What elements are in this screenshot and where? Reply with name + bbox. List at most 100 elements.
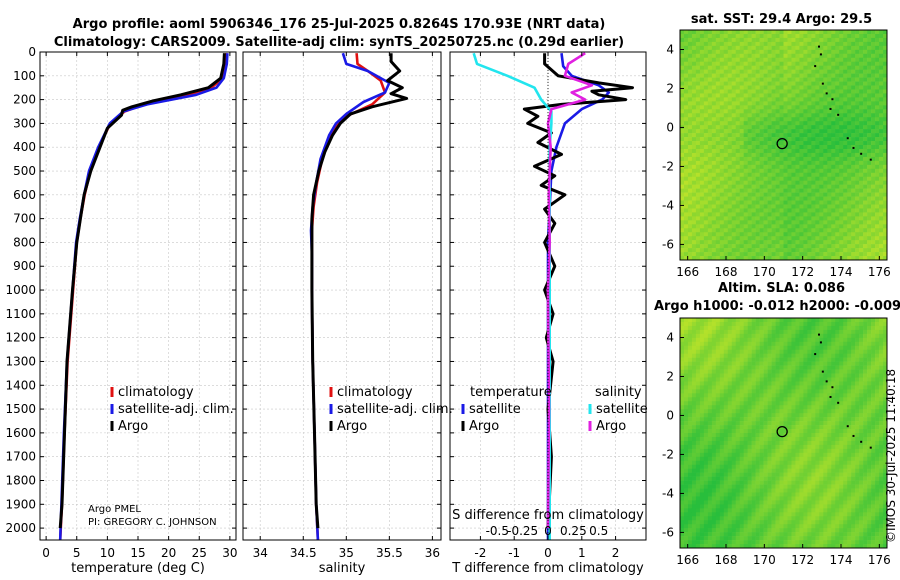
map-cell bbox=[835, 413, 840, 418]
map-cell bbox=[763, 333, 768, 339]
map-cell bbox=[759, 41, 764, 47]
map-cell bbox=[767, 248, 772, 253]
map-cell bbox=[847, 349, 852, 354]
map-cell bbox=[699, 204, 705, 209]
map-cell bbox=[680, 212, 685, 217]
map-cell bbox=[811, 232, 816, 237]
map-cell bbox=[747, 164, 752, 170]
map-cell bbox=[695, 333, 701, 339]
map-cell bbox=[875, 397, 880, 402]
map-cell bbox=[855, 401, 860, 406]
map-cell bbox=[823, 212, 828, 217]
map-cell bbox=[871, 45, 876, 51]
map-cell bbox=[779, 232, 784, 237]
map-cell bbox=[707, 30, 713, 35]
map-cell bbox=[739, 232, 744, 237]
map-cell bbox=[807, 208, 812, 213]
map-cell bbox=[883, 248, 888, 253]
map-cell bbox=[883, 337, 888, 343]
map-cell bbox=[731, 385, 737, 390]
map-cell bbox=[743, 389, 748, 394]
map-cell bbox=[795, 318, 800, 323]
map-cell bbox=[863, 196, 868, 201]
map-cell bbox=[867, 45, 872, 51]
map-cell bbox=[811, 248, 816, 253]
map-cell bbox=[871, 89, 876, 94]
map-cell bbox=[680, 184, 685, 189]
map-cell bbox=[851, 129, 856, 134]
map-cell bbox=[763, 365, 768, 370]
map-cell bbox=[867, 381, 872, 386]
map-cell bbox=[747, 133, 752, 138]
map-cell bbox=[711, 236, 717, 241]
map-cell bbox=[871, 216, 876, 221]
map-cell bbox=[843, 252, 848, 257]
map-cell bbox=[759, 425, 764, 430]
map-cell bbox=[699, 148, 705, 154]
map-cell bbox=[779, 57, 784, 63]
map-cell bbox=[851, 361, 856, 366]
map-cell bbox=[735, 425, 741, 430]
map-cell bbox=[847, 49, 852, 55]
map-cell bbox=[787, 341, 792, 347]
map-cell bbox=[711, 168, 717, 174]
map-cell bbox=[775, 425, 780, 430]
map-cell bbox=[879, 57, 884, 63]
map-cell bbox=[791, 369, 796, 374]
map-cell bbox=[707, 176, 713, 181]
map-cell bbox=[783, 152, 788, 158]
map-cell bbox=[859, 318, 864, 323]
map-cell bbox=[875, 409, 880, 414]
map-cell bbox=[747, 325, 752, 331]
map-cell bbox=[799, 121, 804, 126]
map-cell bbox=[687, 65, 693, 70]
map-cell bbox=[727, 57, 733, 63]
map-cell bbox=[787, 77, 792, 82]
map-cell bbox=[807, 212, 812, 217]
map-cell bbox=[707, 129, 713, 134]
map-cell bbox=[839, 172, 844, 178]
map-cell bbox=[783, 409, 788, 414]
map-cell bbox=[699, 85, 705, 90]
map-cell bbox=[795, 436, 800, 442]
map-cell bbox=[723, 148, 729, 154]
map-cell bbox=[831, 41, 836, 47]
island-mark bbox=[869, 158, 872, 161]
map-cell bbox=[883, 105, 888, 110]
map-cell bbox=[683, 409, 689, 414]
map-cell bbox=[775, 417, 780, 422]
map-cell bbox=[871, 137, 876, 142]
map-cell bbox=[767, 196, 772, 201]
map-cell bbox=[771, 397, 776, 402]
map-cell bbox=[691, 85, 697, 90]
map-cell bbox=[707, 216, 713, 221]
map-cell bbox=[851, 252, 856, 257]
map-cell bbox=[795, 61, 800, 66]
map-cell bbox=[739, 425, 744, 430]
map-cell bbox=[695, 337, 701, 343]
map-cell bbox=[839, 361, 844, 366]
map-cell bbox=[835, 389, 840, 394]
axes-frame bbox=[242, 51, 442, 541]
map-cell bbox=[747, 429, 752, 434]
map-cell bbox=[835, 377, 840, 382]
map-cell bbox=[795, 125, 800, 130]
map-cell bbox=[691, 30, 697, 35]
map-cell bbox=[727, 117, 733, 122]
map-cell bbox=[683, 133, 689, 138]
map-cell bbox=[751, 421, 756, 426]
map-cell bbox=[827, 397, 832, 402]
map-cell bbox=[723, 81, 729, 86]
map-cell bbox=[803, 425, 808, 430]
map-cell bbox=[815, 93, 820, 98]
map-cell bbox=[680, 397, 685, 402]
map-cell bbox=[763, 172, 768, 178]
map-cell bbox=[759, 357, 764, 362]
map-cell bbox=[763, 405, 768, 410]
map-cell bbox=[811, 148, 816, 154]
map-cell bbox=[735, 93, 741, 98]
map-cell bbox=[687, 232, 693, 237]
map-cell bbox=[791, 353, 796, 358]
map-cell bbox=[867, 429, 872, 434]
map-cell bbox=[687, 61, 693, 66]
